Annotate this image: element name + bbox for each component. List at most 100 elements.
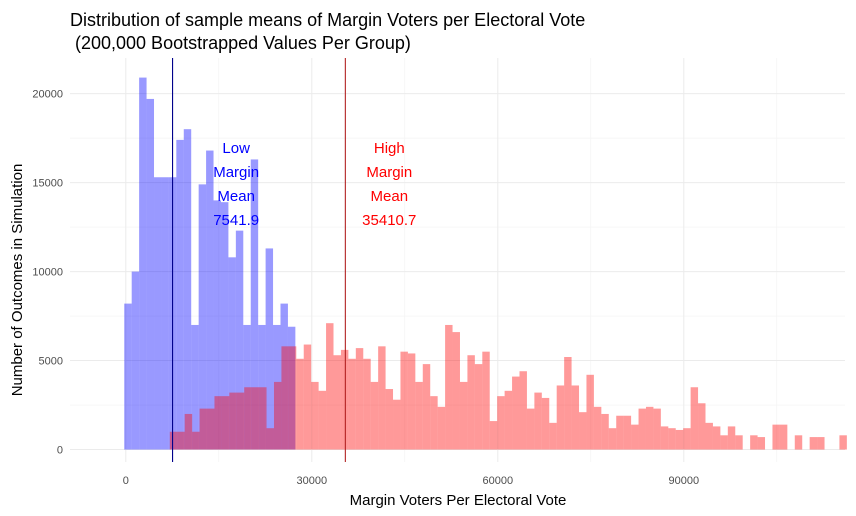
histogram-bar	[497, 396, 505, 450]
histogram-bar	[280, 303, 288, 450]
histogram-bar	[191, 324, 199, 450]
histogram-bar	[534, 392, 542, 450]
histogram-bar	[326, 323, 334, 450]
histogram-bar	[579, 412, 587, 450]
histogram-bar	[512, 376, 520, 450]
histogram-bar	[213, 200, 221, 450]
annotation-text: 7541.9	[213, 212, 259, 229]
y-tick-label: 15000	[32, 178, 63, 190]
tick-labels: 0 30000 60000 90000 0 5000 10000 15000 20000	[32, 89, 699, 487]
histogram-bar	[281, 346, 289, 450]
histogram-bar	[601, 413, 609, 450]
histogram-bar	[452, 332, 460, 450]
histogram-bar	[311, 381, 319, 450]
histogram-bar	[526, 408, 535, 450]
histogram-bar	[407, 353, 416, 450]
histogram-bar	[184, 413, 193, 450]
annotation-text: Margin	[213, 164, 259, 181]
histogram-bar	[244, 387, 252, 450]
histogram-bar	[415, 381, 423, 450]
histogram-bar	[183, 129, 192, 450]
histogram-bar	[220, 202, 229, 450]
histogram-bar	[176, 139, 184, 450]
histogram-bar	[772, 424, 780, 450]
series-high-margin	[169, 323, 847, 450]
histogram-bar	[229, 392, 237, 450]
histogram-bar	[593, 406, 602, 450]
annotation-text: Margin	[366, 164, 412, 181]
histogram-bar	[549, 422, 557, 450]
histogram-bar	[459, 381, 468, 450]
histogram-bar	[757, 437, 766, 450]
histogram-bar	[571, 385, 580, 450]
histogram-bar	[340, 349, 349, 450]
histogram-bar	[236, 392, 245, 450]
histogram-bar	[265, 248, 274, 450]
histogram-bar	[258, 324, 266, 450]
histogram-bar	[653, 408, 661, 450]
x-tick-label: 0	[123, 475, 129, 487]
histogram-bar	[675, 429, 684, 450]
histogram-bar	[445, 324, 453, 450]
annotation-text: Mean	[371, 188, 409, 205]
histogram-bar	[698, 403, 706, 450]
histogram-bar	[259, 387, 267, 450]
histogram-bar	[273, 324, 281, 450]
histogram-bar	[638, 408, 646, 450]
y-axis-label: Number of Outcomes in Simulation	[9, 164, 26, 397]
histogram-bar	[541, 397, 550, 450]
grid	[70, 58, 845, 462]
histogram-bar	[348, 358, 356, 450]
mean-lines	[172, 58, 346, 462]
histogram-bar	[668, 428, 676, 450]
annotation-text: 35410.7	[362, 212, 416, 229]
histogram-bar	[564, 357, 572, 450]
histogram-bar	[355, 348, 364, 450]
histogram-bar	[839, 435, 847, 450]
histogram-bar	[720, 435, 728, 450]
histogram-bar	[683, 428, 691, 450]
histogram-bar	[750, 435, 758, 450]
x-axis-label: Margin Voters Per Electoral Vote	[350, 492, 567, 509]
histogram-bar	[474, 364, 483, 450]
histogram-bar	[192, 431, 200, 450]
histogram-bar	[169, 431, 178, 450]
y-tick-label: 10000	[32, 267, 63, 279]
histogram-bar	[794, 435, 803, 450]
histogram-bar	[228, 257, 236, 450]
histogram-bar	[250, 159, 259, 450]
y-tick-label: 0	[57, 445, 63, 457]
histogram-bar	[422, 364, 431, 450]
x-tick-label: 30000	[297, 475, 328, 487]
histogram-bar	[504, 390, 513, 450]
histogram-bar	[206, 150, 214, 450]
histogram-bar	[214, 396, 222, 450]
annotation-text: High	[374, 140, 405, 157]
histogram-bar	[146, 98, 155, 450]
histogram-bar	[489, 421, 498, 450]
histogram-bar	[243, 324, 251, 450]
histogram-bar	[287, 326, 296, 450]
annotations: Low Margin Mean 7541.9 High Margin Mean 35410.7	[213, 140, 416, 229]
histogram-bar	[623, 415, 632, 450]
histogram-bar	[645, 406, 654, 450]
x-tick-label: 60000	[483, 475, 514, 487]
histogram-bar	[266, 428, 274, 450]
histogram-bar	[727, 426, 736, 450]
y-tick-label: 20000	[32, 89, 63, 101]
histogram-bar	[385, 389, 394, 450]
histogram-bar	[809, 437, 818, 450]
histogram-bar	[430, 396, 438, 450]
histogram-bar	[616, 415, 624, 450]
histogram-bar	[198, 184, 207, 450]
histogram-bar	[690, 387, 699, 450]
histogram-bar	[817, 437, 825, 450]
histogram-bar	[296, 358, 304, 450]
histogram-bar	[586, 374, 594, 450]
histogram-bar	[660, 426, 669, 450]
series-low-margin	[124, 77, 296, 450]
histogram-bar	[467, 355, 475, 450]
histogram-bar	[154, 177, 162, 450]
